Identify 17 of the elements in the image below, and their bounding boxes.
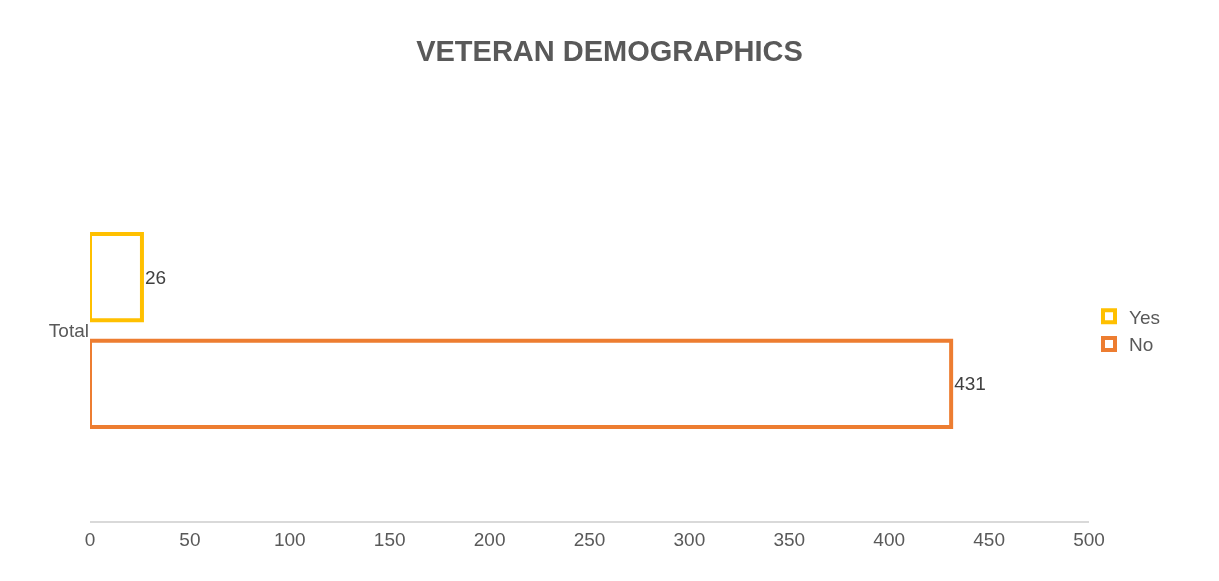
x-tick-label: 250 [573, 528, 606, 550]
data-label: 26 [144, 266, 167, 288]
legend-label: Yes [1129, 306, 1160, 328]
x-tick-label: 200 [473, 528, 506, 550]
data-label: 431 [954, 373, 986, 395]
chart-title: VETERAN DEMOGRAPHICS [416, 34, 803, 67]
x-tick-label: 500 [1073, 528, 1105, 550]
x-tick-label: 150 [373, 528, 406, 550]
x-tick-label: 100 [273, 528, 306, 550]
x-tick-label: 350 [773, 528, 806, 550]
x-tick-label: 450 [973, 528, 1005, 550]
x-tick-label: 0 [84, 528, 96, 550]
x-tick-label: 300 [673, 528, 706, 550]
x-tick-label: 50 [179, 528, 201, 550]
x-tick-label: 400 [873, 528, 906, 550]
y-tick-label: Total [48, 320, 89, 342]
legend-label: No [1129, 334, 1154, 356]
